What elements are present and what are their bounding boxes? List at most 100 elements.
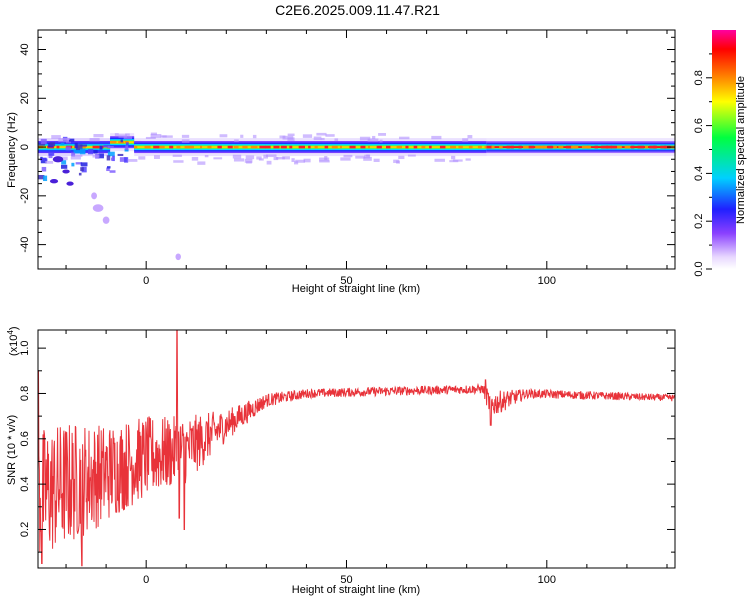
spectral-noise [434, 158, 445, 162]
snr-frame [37, 329, 676, 569]
colorbar-gradient [712, 30, 736, 269]
x-tick-label: 50 [340, 275, 352, 287]
colorbar-tick-label: 0.8 [693, 70, 705, 85]
spectral-noise [118, 134, 127, 138]
spectral-peak [367, 145, 371, 149]
spectral-noise [125, 142, 129, 146]
spectral-noise [89, 138, 100, 142]
spectral-noise [80, 144, 88, 147]
spectral-noise [313, 136, 322, 141]
spectral-peak [405, 145, 409, 149]
spectral-peak [499, 145, 503, 149]
spectral-peak [360, 145, 366, 149]
spectral-peak [653, 145, 658, 149]
spectral-peak [645, 145, 649, 149]
spectral-noise [373, 158, 380, 162]
spectral-noise [325, 134, 335, 137]
spectral-noise [138, 156, 146, 160]
spectral-noise [74, 142, 78, 149]
spectral-peak [637, 145, 645, 149]
spectral-noise [79, 148, 86, 155]
scatter-blob [102, 216, 110, 224]
spectral-noise [287, 133, 295, 137]
spectral-noise [119, 157, 127, 162]
spectral-noise [107, 166, 111, 169]
spectral-noise [47, 155, 53, 158]
spectral-peak [566, 145, 573, 149]
spectral-noise [70, 156, 81, 160]
spectral-noise [93, 134, 104, 138]
spectral-noise [106, 167, 110, 172]
spectral-noise [110, 157, 114, 161]
chart-title: C2E6.2025.009.11.47.R21 [275, 2, 440, 18]
spectral-noise [124, 157, 129, 163]
spectral-noise [150, 134, 162, 138]
spectral-peak [486, 145, 493, 149]
y-tick-label: 0 [19, 144, 31, 150]
spectral-noise [150, 132, 157, 136]
spectral-noise [343, 154, 353, 158]
spectral-peak [289, 145, 293, 149]
spectrogram-image [38, 132, 675, 261]
spectrogram-ylabel: Frequency (Hz) [6, 112, 18, 188]
spectral-peak [273, 145, 280, 149]
spectrogram-ticks: 0 50 100 40 20 0 -20 -40 [19, 30, 675, 287]
spectral-peak [523, 145, 530, 149]
spectral-noise [191, 156, 199, 161]
spectral-noise [43, 175, 48, 182]
colorbar-ticks: 0.0 0.2 0.4 0.6 0.8 [693, 53, 712, 277]
spectral-peak [528, 145, 535, 149]
spectral-noise [72, 154, 83, 157]
spectral-noise [106, 155, 111, 161]
y-tick-label: 0.6 [19, 431, 31, 446]
spectral-peak [82, 145, 86, 149]
spectral-peak [56, 145, 60, 149]
spectral-peak [477, 145, 482, 149]
spectral-peak [396, 145, 402, 149]
spectral-peak [439, 145, 446, 149]
spectral-peak [484, 145, 488, 149]
spectral-noise [68, 138, 75, 142]
spectral-noise [41, 166, 47, 172]
spectral-noise [319, 160, 330, 163]
spectral-peak [491, 145, 495, 149]
spectral-peak [92, 145, 99, 149]
spectral-noise [125, 145, 129, 151]
spectral-noise [213, 157, 223, 160]
spectral-noise [294, 161, 299, 165]
scatter-blob [92, 204, 104, 212]
spectral-noise [173, 160, 184, 163]
spectral-noise [51, 135, 61, 139]
spectral-noise [92, 155, 100, 158]
spectral-noise [109, 170, 116, 173]
spectral-noise [162, 135, 173, 138]
spectral-noise [78, 172, 82, 176]
spectral-peak [227, 145, 233, 149]
spectral-peak [200, 145, 203, 149]
spectral-noise [334, 138, 339, 141]
spectral-peak [553, 145, 557, 149]
spectral-peak [250, 145, 258, 149]
spectral-noise [282, 156, 290, 160]
spectral-noise [366, 154, 370, 157]
spectral-noise [451, 155, 456, 160]
spectral-noise [244, 158, 253, 163]
spectral-noise [398, 155, 405, 160]
spectral-noise [49, 142, 56, 147]
spectral-noise [81, 166, 87, 173]
spectral-peak [558, 145, 564, 149]
snr-series-line [38, 330, 675, 567]
y-tick-label: 1.0 [19, 340, 31, 355]
spectral-peak [535, 145, 541, 149]
spectral-noise [125, 133, 130, 136]
spectral-peak [649, 145, 656, 149]
spectral-noise [379, 139, 383, 143]
snr-panel: 0 50 100 0.2 0.4 0.6 0.8 1.0 Height of straight… [6, 326, 676, 596]
spectral-noise [252, 134, 257, 139]
spectral-noise [197, 161, 206, 165]
spectral-peak [184, 145, 192, 149]
spectral-peak [298, 145, 305, 149]
spectral-noise [256, 156, 262, 160]
spectral-peak [538, 145, 545, 149]
x-tick-label: 50 [340, 574, 352, 586]
